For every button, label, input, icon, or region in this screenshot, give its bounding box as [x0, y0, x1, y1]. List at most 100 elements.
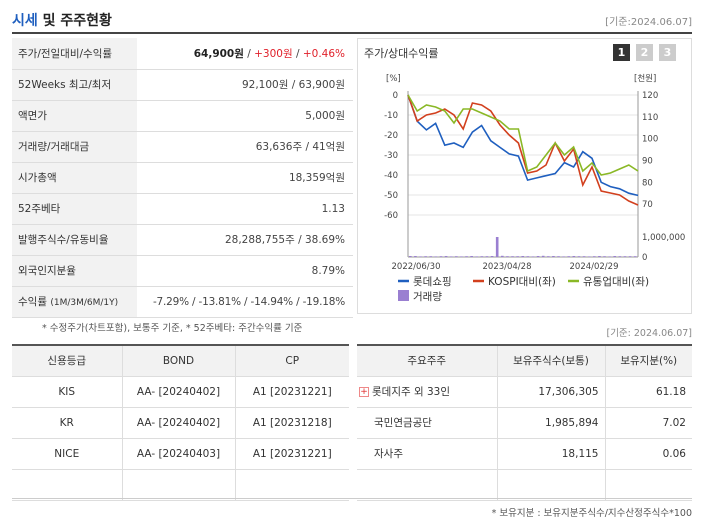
row-value: 8.79% [137, 255, 353, 287]
row-label: 52Weeks 최고/최저 [12, 69, 137, 101]
col-header: 신용등급 [12, 345, 122, 377]
volume-bar [480, 256, 484, 257]
volume-bar [470, 256, 473, 257]
volume-bar [628, 256, 632, 257]
legend-label: 롯데쇼핑 [413, 276, 452, 288]
col-header: CP [234, 345, 349, 377]
volume-bar [521, 256, 525, 257]
volume-bar [577, 256, 581, 257]
series-line [407, 94, 639, 206]
row-value: 5,000원 [137, 100, 353, 132]
bond-rating: AA- [20240402] [121, 407, 235, 439]
holder-shares: 17,306,305 [496, 376, 605, 408]
holder-pct: 7.02 [604, 407, 692, 439]
volume-bar [455, 256, 458, 257]
bond-rating: AA- [20240403] [121, 438, 235, 470]
holder-shares: 1,985,894 [496, 407, 605, 439]
header-divider [12, 32, 692, 34]
left-tick-label: -30 [384, 151, 398, 161]
volume-bar [618, 256, 622, 257]
row-value: 18,359억원 [137, 162, 353, 194]
table-header: 신용등급 BOND CP [12, 345, 349, 377]
volume-bar [444, 256, 448, 257]
volume-tick-label: 1,000,000 [642, 233, 685, 243]
volume-bar [598, 256, 601, 257]
row-label: 외국인지분율 [12, 255, 137, 287]
x-tick-label: 2024/02/29 [570, 262, 619, 272]
left-axis-unit: [%] [386, 74, 401, 84]
table-row: 거래량/거래대금 63,636주 / 41억원 [12, 131, 353, 163]
left-tick-label: -10 [384, 111, 398, 121]
row-label: 주가/전일대비/수익률 [12, 38, 137, 70]
chart-tab-2[interactable]: 2 [636, 44, 653, 61]
x-tick-label: 2023/04/28 [483, 262, 532, 272]
volume-bar [419, 256, 422, 257]
cp-rating: A1 [20231221] [234, 376, 349, 408]
holder-shares: 18,115 [496, 438, 605, 470]
footnote-quote: * 수정주가(차트포함), 보통주 기준, * 52주베타: 주간수익률 기준 [42, 323, 303, 334]
volume-bar [547, 256, 550, 257]
series-line [407, 94, 639, 176]
table-row: 액면가 5,000원 [12, 100, 353, 132]
volume-bar [623, 256, 627, 257]
left-tick-label: -20 [384, 131, 398, 141]
volume-bar [536, 256, 540, 257]
table-row: 국민연금공단 1,985,894 7.02 [357, 407, 692, 439]
agency [12, 469, 122, 501]
volume-bar [495, 237, 499, 257]
right-tick-label: 100 [642, 135, 658, 145]
col-header: 보유주식수(보통) [496, 345, 605, 377]
volume-tick-label: 0 [642, 253, 647, 263]
left-tick-label: -40 [384, 171, 398, 181]
row-label: 52주베타 [12, 193, 137, 225]
row-label: 액면가 [12, 100, 137, 132]
table-row: 주가/전일대비/수익률 64,900원 / +300원 / +0.46% [12, 38, 353, 70]
price-chart: [%] [천원] 0 -10 -20 -30 -40 -50 -60 120 110 100 90 80 7… [384, 73, 685, 303]
table-row: 외국인지분율 8.79% [12, 255, 353, 287]
volume-bar [434, 256, 438, 257]
holder-name: 자사주 [357, 438, 497, 470]
chart-tab-3[interactable]: 3 [659, 44, 676, 61]
volume-bar [541, 255, 545, 257]
row-value: 63,636주 / 41억원 [137, 131, 353, 163]
table-row: 52Weeks 최고/최저 92,100원 / 63,900원 [12, 69, 353, 101]
cp-rating [234, 469, 349, 501]
price-value: 64,900원 / +300원 / +0.46% [137, 38, 353, 70]
left-tick-label: -50 [384, 191, 398, 201]
volume-bar [552, 256, 555, 257]
volume-bar [582, 256, 586, 257]
quote-table: 주가/전일대비/수익률 64,900원 / +300원 / +0.46% 52W… [12, 38, 353, 318]
holder-name: 국민연금공단 [357, 407, 497, 439]
agency: NICE [12, 438, 122, 470]
chart-title: 주가/상대수익률 [364, 47, 439, 60]
chart-panel: 주가/상대수익률 1 2 3 [%] [천원] 0 -10 -20 -30 -40 -50 -6… [357, 38, 692, 314]
row-label: 수익률 (1M/3M/6M/1Y) [12, 286, 137, 318]
holder-shares [496, 469, 605, 501]
right-tick-label: 70 [642, 200, 653, 210]
holder-name: + 롯데지주 외 33인 [357, 376, 497, 408]
volume-bar [526, 256, 530, 257]
volume-bar [613, 256, 617, 257]
volume-bar [501, 255, 504, 257]
volume-bar [608, 256, 611, 257]
volume-bar [557, 256, 560, 257]
legend-label: KOSPI대비(좌) [488, 276, 556, 288]
volume-bar [516, 256, 519, 257]
volume-bar [485, 256, 489, 257]
table-header: 주요주주 보유주식수(보통) 보유지분(%) [357, 345, 692, 377]
row-label: 시가총액 [12, 162, 137, 194]
table-row: KIS AA- [20240402] A1 [20231221] [12, 376, 349, 408]
row-label: 거래량/거래대금 [12, 131, 137, 163]
table-row: NICE AA- [20240403] A1 [20231221] [12, 438, 349, 470]
right-tick-label: 120 [642, 91, 658, 101]
table-row: 수익률 (1M/3M/6M/1Y) -7.29% / -13.81% / -14… [12, 286, 353, 318]
expand-icon[interactable]: + [359, 387, 369, 397]
holder-pct [604, 469, 692, 501]
table-row: + 롯데지주 외 33인 17,306,305 61.18 [357, 376, 692, 408]
volume-bar [429, 256, 433, 257]
holder-pct: 61.18 [604, 376, 692, 408]
volume-bar [460, 256, 463, 257]
volume-bar [633, 256, 637, 257]
chart-tab-1[interactable]: 1 [613, 44, 630, 61]
row-value: 1.13 [137, 193, 353, 225]
